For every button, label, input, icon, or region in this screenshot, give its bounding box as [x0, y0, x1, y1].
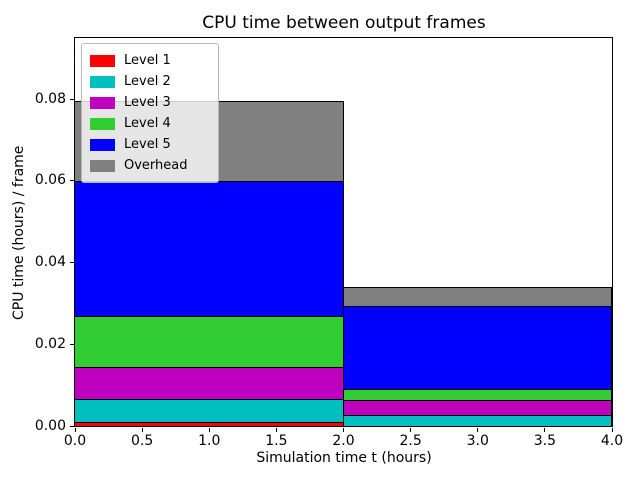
legend: Level 1 Level 2 Level 3 Level 4 Level 5 Overh… [81, 43, 219, 183]
x-tick-mark [544, 428, 546, 432]
bar-segment-level-4 [74, 315, 344, 368]
y-tick-mark [70, 98, 74, 100]
x-tick-label: 1.5 [265, 433, 288, 449]
x-tick-mark [410, 428, 412, 432]
legend-swatch-icon [90, 117, 115, 130]
y-tick-mark [70, 262, 74, 264]
x-tick-label: 3.5 [533, 433, 556, 449]
x-tick-label: 2.5 [399, 433, 422, 449]
x-tick-label: 4.0 [600, 433, 624, 449]
legend-label: Level 2 [124, 74, 171, 89]
legend-label: Level 5 [124, 137, 171, 152]
legend-swatch-icon [90, 159, 115, 172]
legend-label: Level 4 [124, 116, 171, 131]
x-tick-label: 2.0 [332, 433, 355, 449]
bar-segment-overhead [342, 287, 612, 307]
legend-swatch-icon [90, 138, 115, 151]
legend-entry-level-1: Level 1 [90, 50, 210, 71]
legend-entry-level-3: Level 3 [90, 92, 210, 113]
x-tick-mark [611, 428, 613, 432]
legend-label: Level 3 [124, 95, 171, 110]
bar-segment-level-2 [74, 399, 344, 423]
y-tick-label: 0.00 [34, 417, 66, 434]
bar-segment-level-4 [342, 388, 612, 402]
y-tick-label: 0.08 [34, 90, 66, 107]
x-tick-mark [208, 428, 210, 432]
bar-segment-level-5 [74, 180, 344, 317]
x-tick-mark [74, 428, 76, 432]
x-tick-mark [275, 428, 277, 432]
y-tick-mark [70, 343, 74, 345]
x-tick-mark [343, 428, 344, 432]
legend-swatch-icon [90, 75, 115, 88]
bar-segment-level-5 [342, 305, 612, 390]
legend-label: Overhead [124, 158, 188, 173]
chart-title: CPU time between output frames [202, 13, 486, 33]
legend-entry-level-2: Level 2 [90, 71, 210, 92]
legend-swatch-icon [90, 96, 115, 109]
y-tick-label: 0.06 [34, 172, 66, 189]
x-tick-label: 3.0 [466, 433, 489, 449]
y-tick-label: 0.04 [34, 254, 66, 271]
legend-label: Level 1 [124, 53, 171, 68]
y-tick-label: 0.02 [34, 335, 66, 352]
legend-entry-level-5: Level 5 [90, 134, 210, 155]
legend-entry-level-4: Level 4 [90, 113, 210, 134]
legend-entry-overhead: Overhead [90, 155, 210, 176]
x-tick-mark [477, 428, 479, 432]
bar-segment-level-2 [342, 414, 612, 427]
y-tick-mark [70, 180, 74, 182]
x-axis-label: Simulation time t (hours) [256, 450, 432, 466]
legend-swatch-icon [90, 54, 115, 67]
x-tick-mark [141, 428, 143, 432]
bar-segment-level-3 [342, 400, 612, 416]
x-tick-label: 0.5 [130, 433, 154, 449]
y-tick-mark [70, 425, 74, 427]
x-tick-label: 0.0 [63, 433, 87, 449]
bar-segment-level-3 [74, 366, 344, 401]
plot-area: Level 1 Level 2 Level 3 Level 4 Level 5 Overh… [74, 37, 613, 427]
y-axis-label: CPU time (hours) / frame [11, 145, 27, 320]
x-tick-label: 1.0 [198, 433, 221, 449]
